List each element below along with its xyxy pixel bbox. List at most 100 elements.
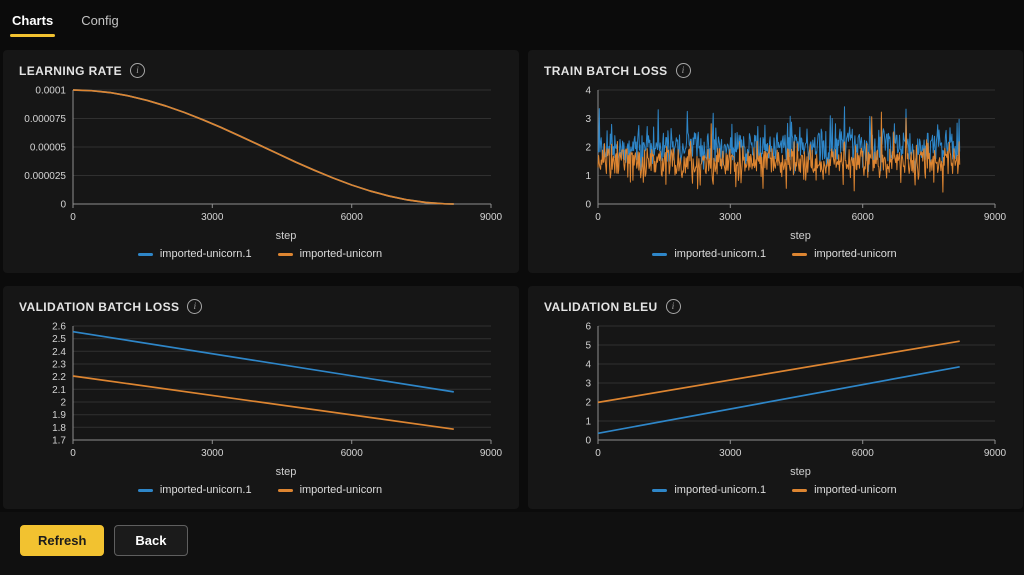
- charts-grid: LEARNING RATE i 0 0.000025 0.00005 0.000075…: [0, 50, 1024, 509]
- svg-text:2: 2: [585, 398, 591, 409]
- svg-text:0.000025: 0.000025: [24, 171, 66, 182]
- chart-title: LEARNING RATE: [19, 63, 122, 78]
- x-axis-label: step: [790, 230, 811, 242]
- svg-text:2.1: 2.1: [52, 385, 66, 396]
- tab-bar: Charts Config: [0, 0, 1024, 50]
- svg-text:0: 0: [595, 448, 601, 459]
- legend-label: imported-unicorn: [299, 248, 383, 260]
- legend-item-orange[interactable]: imported-unicorn: [277, 484, 383, 496]
- train-batch-loss-chart: 0 1 2 3 4 0 3000 6000 9000: [585, 86, 1007, 224]
- legend-label: imported-unicorn.1: [674, 248, 767, 260]
- back-button[interactable]: Back: [114, 525, 188, 556]
- legend-swatch-blue: [137, 252, 153, 256]
- svg-text:3000: 3000: [201, 212, 224, 223]
- chart-title: VALIDATION BATCH LOSS: [19, 299, 180, 314]
- tab-charts[interactable]: Charts: [9, 13, 56, 37]
- svg-text:0.00005: 0.00005: [30, 143, 67, 154]
- svg-text:0.000075: 0.000075: [24, 114, 66, 125]
- info-icon[interactable]: i: [675, 63, 691, 78]
- legend-label: imported-unicorn.1: [674, 484, 767, 496]
- x-axis-label: step: [275, 230, 297, 242]
- panel-header: TRAIN BATCH LOSS i: [544, 63, 1009, 78]
- legend-swatch-orange: [792, 488, 808, 492]
- svg-text:6: 6: [585, 322, 591, 333]
- svg-text:3: 3: [585, 379, 591, 390]
- svg-text:2: 2: [60, 398, 66, 409]
- svg-text:0.0001: 0.0001: [35, 86, 66, 97]
- svg-text:3: 3: [585, 114, 591, 125]
- learning-rate-chart: 0 0.000025 0.00005 0.000075 0.0001 0 3000 6000 9…: [24, 86, 503, 224]
- svg-text:1.8: 1.8: [52, 423, 66, 434]
- validation-batch-loss-chart: 1.7 1.8 1.92 2.1 2.22.3 2.4 2.52.6 0 3000 6000 900…: [52, 322, 503, 460]
- svg-text:3000: 3000: [719, 448, 742, 459]
- svg-text:0: 0: [60, 200, 66, 211]
- chart-panel-validation-batch-loss: VALIDATION BATCH LOSS i 1.7 1.8 1.9 2 2.1 2.2…: [3, 286, 519, 509]
- tab-config[interactable]: Config: [81, 13, 119, 28]
- svg-text:5: 5: [585, 341, 591, 352]
- legend-label: imported-unicorn.1: [159, 484, 252, 496]
- svg-text:9000: 9000: [984, 212, 1007, 223]
- svg-text:1: 1: [585, 171, 591, 182]
- svg-text:3000: 3000: [719, 212, 742, 223]
- footer-bar: Refresh Back: [0, 512, 1024, 575]
- svg-text:0: 0: [70, 448, 76, 459]
- legend-item-blue[interactable]: imported-unicorn.1: [137, 248, 252, 260]
- info-icon[interactable]: i: [129, 63, 145, 78]
- chart-panel-train-batch-loss: TRAIN BATCH LOSS i 0 1 2 3 4 0 3000 6000 9000 st…: [528, 50, 1023, 273]
- x-axis-label: step: [790, 466, 811, 478]
- chart-legend: imported-unicorn.1 imported-unicorn: [540, 248, 1009, 260]
- chart-panel-validation-bleu: VALIDATION BLEU i 0 1 2 3 4 5 6 0 3000 6000 9000 s…: [528, 286, 1023, 509]
- legend-label: imported-unicorn: [814, 248, 897, 260]
- legend-label: imported-unicorn: [299, 484, 383, 496]
- chart-title: TRAIN BATCH LOSS: [544, 63, 668, 78]
- legend-item-orange[interactable]: imported-unicorn: [792, 248, 897, 260]
- svg-text:3000: 3000: [201, 448, 224, 459]
- svg-text:9000: 9000: [984, 448, 1007, 459]
- chart-legend: imported-unicorn.1 imported-unicorn: [15, 484, 505, 496]
- svg-text:0: 0: [70, 212, 76, 223]
- legend-item-orange[interactable]: imported-unicorn: [792, 484, 897, 496]
- legend-item-blue[interactable]: imported-unicorn.1: [137, 484, 252, 496]
- panel-header: VALIDATION BLEU i: [544, 299, 1009, 314]
- svg-text:0: 0: [585, 436, 591, 447]
- svg-text:9000: 9000: [480, 212, 503, 223]
- chart-legend: imported-unicorn.1 imported-unicorn: [15, 248, 505, 260]
- svg-text:2.5: 2.5: [52, 334, 66, 345]
- legend-label: imported-unicorn.1: [159, 248, 252, 260]
- svg-text:2: 2: [585, 143, 591, 154]
- svg-text:0: 0: [595, 212, 601, 223]
- legend-label: imported-unicorn: [814, 484, 897, 496]
- legend-swatch-blue: [652, 488, 668, 492]
- svg-text:1: 1: [585, 417, 591, 428]
- svg-text:9000: 9000: [480, 448, 503, 459]
- legend-item-orange[interactable]: imported-unicorn: [277, 248, 383, 260]
- svg-text:2.3: 2.3: [52, 360, 66, 371]
- legend-item-blue[interactable]: imported-unicorn.1: [652, 248, 766, 260]
- chart-title: VALIDATION BLEU: [544, 299, 658, 314]
- legend-swatch-orange: [792, 252, 808, 256]
- legend-swatch-blue: [652, 252, 668, 256]
- panel-header: VALIDATION BATCH LOSS i: [19, 299, 505, 314]
- svg-text:2.6: 2.6: [52, 322, 66, 333]
- legend-swatch-blue: [137, 488, 153, 492]
- x-axis-label: step: [275, 466, 297, 478]
- chart-legend: imported-unicorn.1 imported-unicorn: [540, 484, 1009, 496]
- svg-text:1.9: 1.9: [52, 410, 66, 421]
- info-icon[interactable]: i: [665, 299, 681, 314]
- svg-text:6000: 6000: [341, 448, 364, 459]
- chart-panel-learning-rate: LEARNING RATE i 0 0.000025 0.00005 0.000075…: [3, 50, 519, 273]
- svg-text:6000: 6000: [341, 212, 364, 223]
- svg-text:6000: 6000: [852, 448, 875, 459]
- svg-text:2.2: 2.2: [52, 372, 66, 383]
- svg-text:6000: 6000: [852, 212, 875, 223]
- svg-text:0: 0: [585, 200, 591, 211]
- svg-text:4: 4: [585, 86, 591, 97]
- svg-text:1.7: 1.7: [52, 436, 66, 447]
- svg-text:4: 4: [585, 360, 591, 371]
- info-icon[interactable]: i: [187, 299, 203, 314]
- legend-item-blue[interactable]: imported-unicorn.1: [652, 484, 766, 496]
- validation-bleu-chart: 0 1 2 3 4 5 6 0 3000 6000 9000: [585, 322, 1007, 460]
- refresh-button[interactable]: Refresh: [20, 525, 105, 556]
- legend-swatch-orange: [277, 488, 293, 492]
- panel-header: LEARNING RATE i: [19, 63, 505, 78]
